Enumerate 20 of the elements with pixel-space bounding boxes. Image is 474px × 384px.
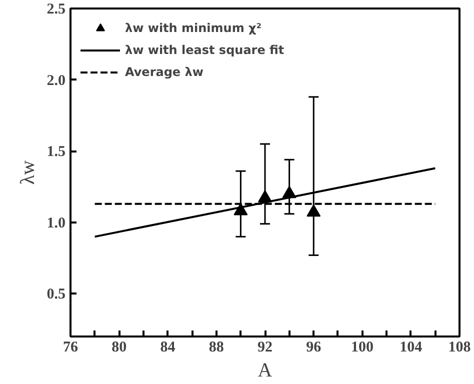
y-tick-label: 1.5 <box>46 144 66 160</box>
x-tick-label: 88 <box>208 340 224 356</box>
x-tick-label: 92 <box>258 340 272 356</box>
x-tick-label: 108 <box>448 340 471 356</box>
x-tick-label: 80 <box>112 340 127 356</box>
x-tick-label: 104 <box>400 340 423 356</box>
x-tick-label: 96 <box>306 340 322 356</box>
y-tick-label: 0.5 <box>46 286 66 303</box>
x-axis-title: A <box>258 360 273 382</box>
x-tick-label: 76 <box>63 340 78 356</box>
y-tick-label: 2.0 <box>46 72 66 89</box>
x-tick-label: 84 <box>160 340 176 356</box>
legend-label: λw with least square fit <box>125 43 284 57</box>
y-axis-title: λw <box>16 160 39 185</box>
x-tick-label: 100 <box>351 340 374 356</box>
legend-label: Average λw <box>125 65 204 79</box>
legend-label: λw with minimum χ² <box>125 21 262 35</box>
point <box>306 204 321 217</box>
y-tick-label: 2.5 <box>46 2 66 18</box>
y-tick-label: 1.0 <box>46 215 66 232</box>
